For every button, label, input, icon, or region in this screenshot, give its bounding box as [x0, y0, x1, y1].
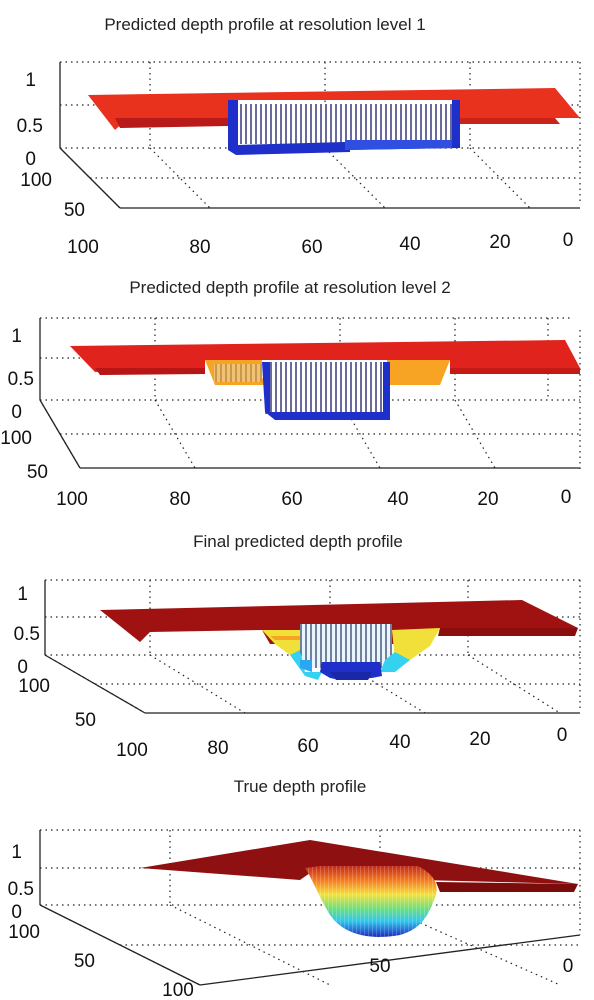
z-tick-label: 0.5	[14, 624, 40, 645]
x-tick-label: 100	[67, 237, 99, 258]
x-axis-ticks: 100 80 60 40 20 0	[56, 487, 571, 510]
chart-title: Final predicted depth profile	[193, 532, 403, 551]
surface-step	[115, 118, 228, 128]
surface-pit	[262, 362, 390, 420]
depth-surface	[140, 840, 578, 937]
panel-2: Predicted depth profile at resolution le…	[0, 278, 581, 510]
surface-hatch	[262, 362, 387, 414]
surface-plateau	[70, 340, 580, 372]
x-axis-ticks: 100 80 60 40 20 0	[67, 230, 573, 258]
y-tick-label: 100	[20, 170, 52, 191]
x-tick-label: 0	[561, 487, 572, 508]
x-tick-label: 100	[162, 980, 194, 1000]
x-tick-label: 60	[301, 237, 322, 258]
z-tick-label: 0	[11, 402, 22, 423]
surface-pit-edge	[330, 672, 372, 680]
z-axis-ticks: 1 0.5 0	[14, 584, 40, 678]
x-tick-label: 0	[563, 230, 574, 251]
surface-bowl-mesh	[305, 866, 437, 937]
y-axis-ticks: 100 50	[18, 676, 96, 731]
x-tick-label: 0	[563, 956, 574, 977]
surface-rim	[270, 636, 300, 640]
x-tick-label: 40	[389, 732, 410, 753]
x-tick-label: 20	[469, 729, 490, 750]
z-tick-label: 1	[11, 326, 22, 347]
x-tick-label: 80	[189, 237, 210, 258]
depth-surface	[88, 88, 580, 155]
x-tick-label: 50	[369, 956, 390, 977]
x-tick-label: 60	[297, 736, 318, 757]
surface-step	[383, 360, 450, 385]
y-tick-label: 50	[75, 710, 96, 731]
depth-surface	[100, 600, 578, 680]
x-tick-label: 60	[281, 489, 302, 510]
x-tick-label: 80	[169, 489, 190, 510]
y-tick-label: 100	[8, 922, 40, 943]
z-axis-ticks: 1 0.5 0	[8, 842, 34, 923]
panel-4: True depth profile 1 0.5 0	[8, 777, 581, 1000]
surface-plateau	[88, 88, 580, 130]
surface-rim	[392, 628, 440, 660]
y-tick-label: 100	[0, 428, 32, 449]
z-tick-label: 1	[17, 584, 28, 605]
surface-step	[95, 368, 205, 375]
z-tick-label: 0	[25, 149, 36, 170]
y-tick-label: 100	[18, 676, 50, 697]
z-tick-label: 0	[17, 657, 28, 678]
x-tick-label: 100	[116, 740, 148, 761]
z-tick-label: 0	[11, 902, 22, 923]
z-axis-ticks: 1 0.5 0	[8, 326, 34, 423]
z-tick-label: 0.5	[8, 369, 34, 390]
surface-step	[450, 368, 580, 374]
surface-slope	[300, 660, 312, 672]
y-tick-label: 50	[27, 462, 48, 483]
surface-plateau	[100, 600, 578, 644]
chart-title: Predicted depth profile at resolution le…	[104, 15, 425, 34]
y-axis-ticks: 100 50	[0, 428, 48, 483]
panel-1: Predicted depth profile at resolution le…	[17, 15, 581, 258]
x-tick-label: 20	[489, 232, 510, 253]
x-axis-ticks: 100 50 0	[162, 956, 573, 1000]
y-tick-label: 50	[64, 200, 85, 221]
x-tick-label: 40	[399, 234, 420, 255]
z-tick-label: 0.5	[17, 116, 43, 137]
surface-hatch	[232, 104, 456, 144]
surface-plateau	[140, 840, 578, 884]
z-tick-label: 1	[11, 842, 22, 863]
z-tick-label: 1	[25, 70, 36, 91]
surface-plateau-edge	[436, 882, 578, 892]
y-axis-ticks: 100 50	[20, 170, 85, 221]
x-tick-label: 80	[207, 738, 228, 759]
x-tick-label: 0	[557, 725, 568, 746]
x-tick-label: 100	[56, 489, 88, 510]
z-tick-label: 0.5	[8, 879, 34, 900]
y-tick-label: 50	[74, 951, 95, 972]
surface-step	[460, 118, 560, 124]
y-axis-ticks: 100 50	[8, 922, 95, 972]
surface-slope	[380, 652, 410, 672]
panel-3: Final predicted depth profile	[14, 532, 581, 761]
x-tick-label: 40	[387, 489, 408, 510]
chart-title: Predicted depth profile at resolution le…	[129, 278, 450, 297]
surface-hatch	[214, 364, 262, 382]
chart-title: True depth profile	[234, 777, 367, 796]
surface-slope	[290, 650, 322, 680]
surface-pit-edge	[345, 140, 452, 150]
z-axis-ticks: 1 0.5 0	[17, 70, 43, 170]
x-axis-ticks: 100 80 60 40 20 0	[116, 725, 567, 761]
x-tick-label: 20	[477, 489, 498, 510]
surface-hatch	[300, 624, 392, 668]
depth-surface	[70, 340, 580, 420]
surface-plateau-edge	[438, 628, 578, 636]
